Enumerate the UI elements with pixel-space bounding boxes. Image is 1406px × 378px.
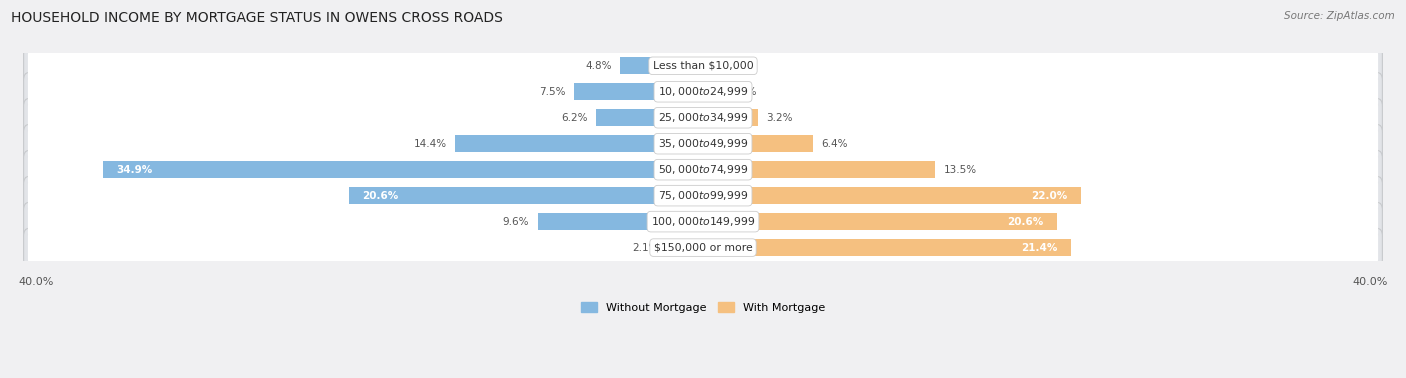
Text: $50,000 to $74,999: $50,000 to $74,999: [658, 163, 748, 176]
FancyBboxPatch shape: [28, 126, 1378, 161]
Text: 40.0%: 40.0%: [1353, 277, 1388, 287]
Text: $10,000 to $24,999: $10,000 to $24,999: [658, 85, 748, 98]
FancyBboxPatch shape: [24, 124, 1382, 163]
FancyBboxPatch shape: [28, 230, 1378, 265]
FancyBboxPatch shape: [24, 150, 1382, 189]
Bar: [574, 83, 703, 100]
FancyBboxPatch shape: [24, 99, 1382, 137]
Text: 14.4%: 14.4%: [413, 139, 447, 149]
FancyBboxPatch shape: [28, 152, 1378, 187]
Text: 7.5%: 7.5%: [538, 87, 565, 97]
FancyBboxPatch shape: [28, 100, 1378, 135]
Legend: Without Mortgage, With Mortgage: Without Mortgage, With Mortgage: [581, 302, 825, 313]
Text: Source: ZipAtlas.com: Source: ZipAtlas.com: [1284, 11, 1395, 21]
Text: 4.8%: 4.8%: [585, 61, 612, 71]
FancyBboxPatch shape: [28, 74, 1378, 109]
Text: 40.0%: 40.0%: [18, 277, 53, 287]
Bar: [703, 109, 758, 126]
Bar: [703, 57, 717, 74]
Text: $35,000 to $49,999: $35,000 to $49,999: [658, 137, 748, 150]
Bar: [703, 213, 1057, 230]
Text: 3.2%: 3.2%: [766, 113, 793, 123]
Text: 6.4%: 6.4%: [821, 139, 848, 149]
Bar: [703, 161, 935, 178]
Text: 34.9%: 34.9%: [117, 165, 153, 175]
Bar: [103, 161, 703, 178]
Text: 6.2%: 6.2%: [561, 113, 588, 123]
Bar: [703, 83, 721, 100]
FancyBboxPatch shape: [28, 178, 1378, 213]
Bar: [456, 135, 703, 152]
FancyBboxPatch shape: [24, 73, 1382, 111]
FancyBboxPatch shape: [24, 202, 1382, 241]
Text: 1.1%: 1.1%: [731, 87, 756, 97]
FancyBboxPatch shape: [24, 46, 1382, 85]
Text: 0.8%: 0.8%: [725, 61, 752, 71]
Bar: [349, 187, 703, 204]
Text: 20.6%: 20.6%: [363, 191, 399, 201]
Bar: [703, 239, 1071, 256]
FancyBboxPatch shape: [28, 48, 1378, 83]
FancyBboxPatch shape: [24, 228, 1382, 267]
Text: Less than $10,000: Less than $10,000: [652, 61, 754, 71]
Text: $75,000 to $99,999: $75,000 to $99,999: [658, 189, 748, 202]
Text: $25,000 to $34,999: $25,000 to $34,999: [658, 111, 748, 124]
Bar: [596, 109, 703, 126]
Text: 2.1%: 2.1%: [631, 243, 658, 253]
Text: 20.6%: 20.6%: [1007, 217, 1043, 227]
Text: 21.4%: 21.4%: [1021, 243, 1057, 253]
Text: $150,000 or more: $150,000 or more: [654, 243, 752, 253]
Text: HOUSEHOLD INCOME BY MORTGAGE STATUS IN OWENS CROSS ROADS: HOUSEHOLD INCOME BY MORTGAGE STATUS IN O…: [11, 11, 503, 25]
Text: $100,000 to $149,999: $100,000 to $149,999: [651, 215, 755, 228]
Bar: [666, 239, 703, 256]
Bar: [538, 213, 703, 230]
Text: 22.0%: 22.0%: [1032, 191, 1067, 201]
Text: 13.5%: 13.5%: [943, 165, 977, 175]
FancyBboxPatch shape: [28, 204, 1378, 239]
Bar: [620, 57, 703, 74]
Bar: [703, 187, 1081, 204]
Text: 9.6%: 9.6%: [503, 217, 529, 227]
Bar: [703, 135, 813, 152]
FancyBboxPatch shape: [24, 177, 1382, 215]
